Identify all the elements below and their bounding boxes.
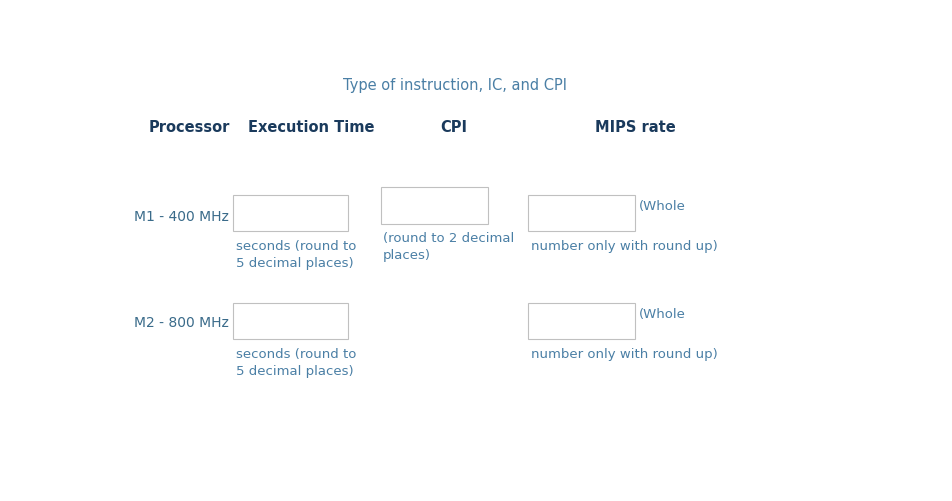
Text: (round to 2 decimal
places): (round to 2 decimal places) (383, 232, 514, 262)
Text: CPI: CPI (440, 120, 466, 135)
Text: Type of instruction, IC, and CPI: Type of instruction, IC, and CPI (343, 78, 566, 93)
FancyBboxPatch shape (381, 187, 488, 224)
FancyBboxPatch shape (233, 195, 347, 232)
Text: Execution Time: Execution Time (248, 120, 375, 135)
Text: (Whole: (Whole (639, 200, 686, 213)
FancyBboxPatch shape (233, 303, 347, 340)
Text: Processor: Processor (149, 120, 229, 135)
Text: number only with round up): number only with round up) (530, 348, 718, 361)
Text: (Whole: (Whole (639, 308, 686, 321)
FancyBboxPatch shape (528, 195, 636, 232)
Text: M1 - 400 MHz: M1 - 400 MHz (133, 209, 228, 223)
Text: number only with round up): number only with round up) (530, 239, 718, 253)
Text: MIPS rate: MIPS rate (595, 120, 676, 135)
Text: seconds (round to
5 decimal places): seconds (round to 5 decimal places) (235, 348, 356, 377)
Text: M2 - 800 MHz: M2 - 800 MHz (133, 316, 228, 330)
FancyBboxPatch shape (528, 303, 636, 340)
Text: seconds (round to
5 decimal places): seconds (round to 5 decimal places) (235, 239, 356, 270)
